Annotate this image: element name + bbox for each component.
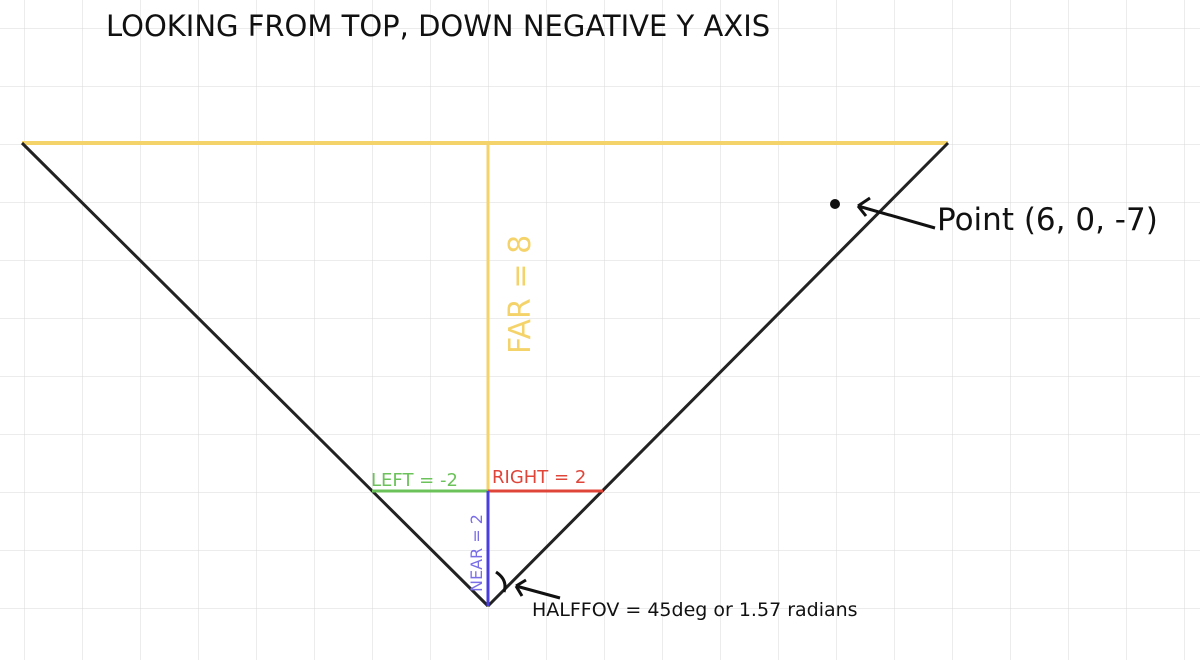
point-label: Point (6, 0, -7) <box>937 202 1158 238</box>
point-arrow <box>856 196 936 230</box>
angle-arc <box>495 570 507 593</box>
fov-arrow <box>514 578 561 600</box>
point <box>830 199 840 209</box>
near-label: NEAR = 2 <box>467 514 486 592</box>
far-label: FAR = 8 <box>503 235 538 354</box>
fov-label: HALFFOV = 45deg or 1.57 radians <box>532 599 858 621</box>
title: LOOKING FROM TOP, DOWN NEGATIVE Y AXIS <box>106 9 770 43</box>
left-label: LEFT = -2 <box>371 470 458 491</box>
frustum-right <box>486 141 950 608</box>
frustum-left <box>20 141 490 608</box>
right-label: RIGHT = 2 <box>492 467 586 488</box>
